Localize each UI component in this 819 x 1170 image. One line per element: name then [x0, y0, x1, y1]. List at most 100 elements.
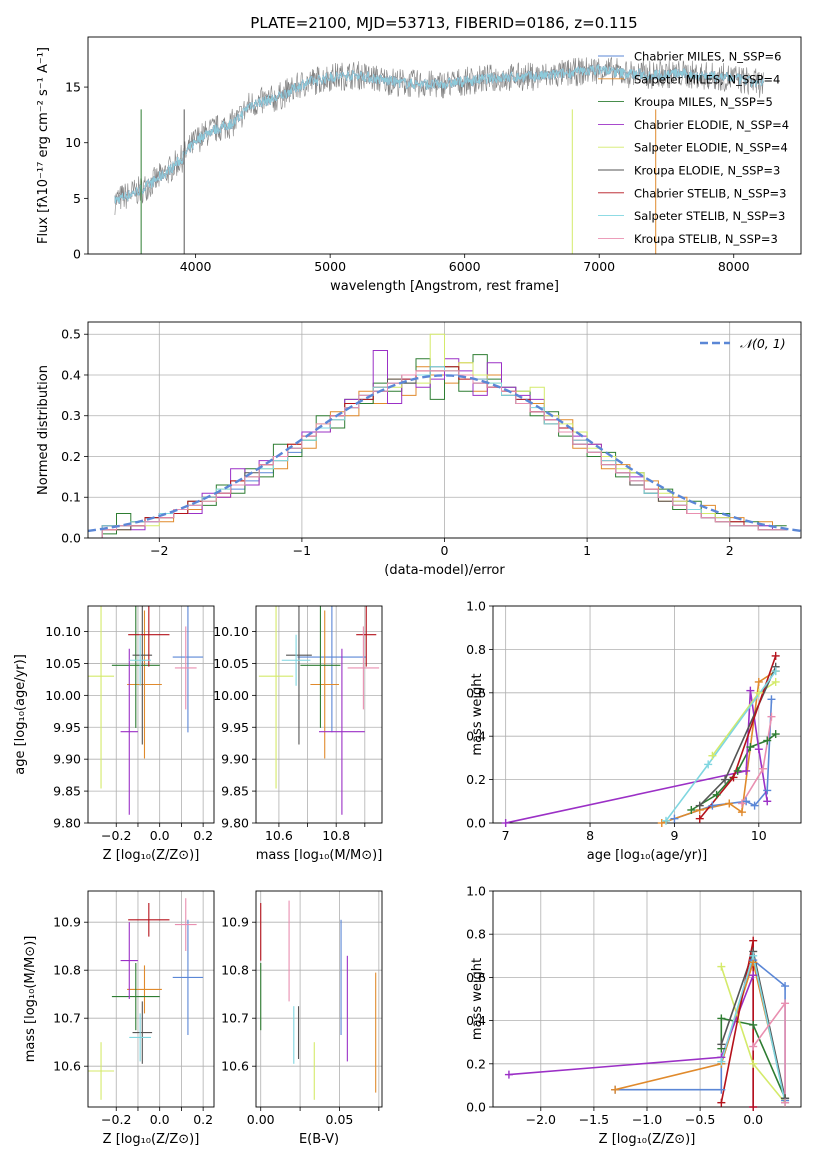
- y-tick-label: 9.95: [53, 720, 81, 735]
- y-tick-label: 0.3: [61, 408, 81, 423]
- y-tick-label: 10.6: [53, 1059, 81, 1074]
- legend-label: Chabrier ELODIE, N_SSP=4: [634, 118, 789, 132]
- plus-marker: [754, 677, 763, 686]
- y-tick-label: 0.2: [466, 1056, 486, 1071]
- panel-8: −2.0 −1.5 −1.0 −0.5 0.0 0.0 0.2 0.4 0.6 0.8 1.0 Z […: [466, 884, 802, 1147]
- plot-area: [88, 606, 204, 815]
- y-tick-label: 10.8: [221, 963, 249, 978]
- x-tick-label: 0: [441, 543, 449, 558]
- mass-weight-line: [508, 974, 755, 1107]
- errorbar-point: [127, 610, 162, 759]
- x-tick-label: 5000: [314, 259, 346, 274]
- legend-label: Salpeter ELODIE, N_SSP=4: [634, 141, 788, 155]
- errorbar-point: [111, 963, 160, 1031]
- panel-6: −0.2 0.0 0.2 10.6 10.7 10.8 10.9 Z [log₁₀(Z/Z⊙)…: [23, 890, 215, 1147]
- plot-area: [88, 333, 801, 538]
- plus-marker: [754, 688, 763, 697]
- y-tick-label: 0.6: [466, 685, 486, 700]
- x-tick-label: 4000: [180, 259, 212, 274]
- y-tick-label: 0.0: [466, 1100, 486, 1115]
- plot-area: [505, 655, 777, 823]
- plot-area: [114, 56, 764, 254]
- y-tick-label: 9.90: [53, 752, 81, 767]
- x-tick-label: 0.2: [193, 1112, 213, 1127]
- y-tick-label: 10.7: [221, 1011, 249, 1026]
- plus-marker: [712, 790, 721, 799]
- x-axis-label: age [log₁₀(age/yr)]: [587, 848, 708, 863]
- axes-frame: [492, 605, 802, 824]
- x-tick-label: 10: [751, 828, 767, 843]
- errorbar-point: [88, 1042, 115, 1100]
- plus-marker: [725, 799, 734, 808]
- y-tick-label: 0.5: [61, 327, 81, 342]
- plus-marker: [746, 743, 755, 752]
- axes-frame: [87, 890, 215, 1108]
- plus-marker: [781, 999, 790, 1008]
- y-tick-label: 0.0: [61, 531, 81, 546]
- x-tick-label: 0.0: [150, 1112, 170, 1127]
- plus-marker: [759, 764, 768, 773]
- plus-marker: [750, 801, 759, 810]
- plus-marker: [717, 962, 726, 971]
- plus-marker: [504, 1070, 513, 1079]
- y-tick-label: 0.0: [466, 816, 486, 831]
- y-tick-label: 0.8: [466, 642, 486, 657]
- plus-marker: [717, 1085, 726, 1094]
- y-axis-label: mass weight: [470, 958, 485, 1040]
- y-tick-label: 10.10: [213, 624, 249, 639]
- plus-marker: [721, 775, 730, 784]
- x-tick-label: 7: [502, 828, 510, 843]
- y-tick-label: 9.85: [53, 784, 81, 799]
- y-tick-label: 10.05: [213, 656, 249, 671]
- plus-marker: [737, 808, 746, 817]
- plus-marker: [695, 814, 704, 823]
- x-tick-label: 8000: [718, 259, 750, 274]
- x-tick-label: 0.00: [247, 1112, 275, 1127]
- y-tick-label: 15: [65, 80, 81, 95]
- plus-marker: [749, 1020, 758, 1029]
- errorbar-point: [120, 922, 138, 999]
- x-axis-label: (data-model)/error: [384, 563, 505, 578]
- plus-marker: [717, 1057, 726, 1066]
- errorbar-point: [127, 965, 162, 1014]
- mass-weight-line: [690, 733, 777, 811]
- y-tick-label: 0.1: [61, 490, 81, 505]
- y-tick-label: 10.05: [45, 656, 81, 671]
- plus-marker: [717, 1040, 726, 1049]
- x-axis-label: E(B-V): [299, 1132, 339, 1147]
- plus-marker: [737, 799, 746, 808]
- plus-marker: [763, 786, 772, 795]
- x-tick-label: −1.5: [579, 1112, 609, 1127]
- plus-marker: [763, 736, 772, 745]
- errorbar-point: [129, 634, 151, 686]
- y-tick-label: 10.10: [45, 624, 81, 639]
- mass-weight-line: [661, 670, 777, 823]
- plus-marker: [749, 936, 758, 945]
- plus-marker: [771, 651, 780, 660]
- y-tick-label: 0.4: [466, 729, 486, 744]
- normal-reference-curve: [88, 374, 801, 533]
- legend-label: 𝒩(0, 1): [740, 336, 786, 351]
- errorbar-point: [297, 606, 367, 733]
- y-tick-label: 10.6: [221, 1059, 249, 1074]
- y-tick-label: 9.80: [221, 816, 249, 831]
- plus-marker: [742, 766, 751, 775]
- x-axis-label: Z [log₁₀(Z/Z⊙)]: [599, 1132, 696, 1147]
- plus-marker: [749, 1042, 758, 1051]
- x-tick-label: 10.8: [322, 828, 350, 843]
- model-spectrum-line: [114, 64, 764, 204]
- plus-marker: [763, 797, 772, 806]
- y-axis-label: mass [log₁₀(M/M⊙)]: [23, 936, 38, 1063]
- x-tick-label: 8: [586, 828, 594, 843]
- x-tick-label: 1: [583, 543, 591, 558]
- y-axis-label: Flux [fλ10⁻¹⁷ erg cm⁻² s⁻¹ A⁻¹]: [36, 47, 51, 244]
- y-axis-label: Normed distribution: [36, 365, 51, 495]
- histogram-step: [101, 370, 787, 538]
- plus-marker: [749, 951, 758, 960]
- errorbar-point: [281, 634, 311, 686]
- plus-marker: [781, 982, 790, 991]
- y-tick-label: 9.80: [53, 816, 81, 831]
- y-tick-label: 10.8: [53, 963, 81, 978]
- plus-marker: [501, 819, 510, 827]
